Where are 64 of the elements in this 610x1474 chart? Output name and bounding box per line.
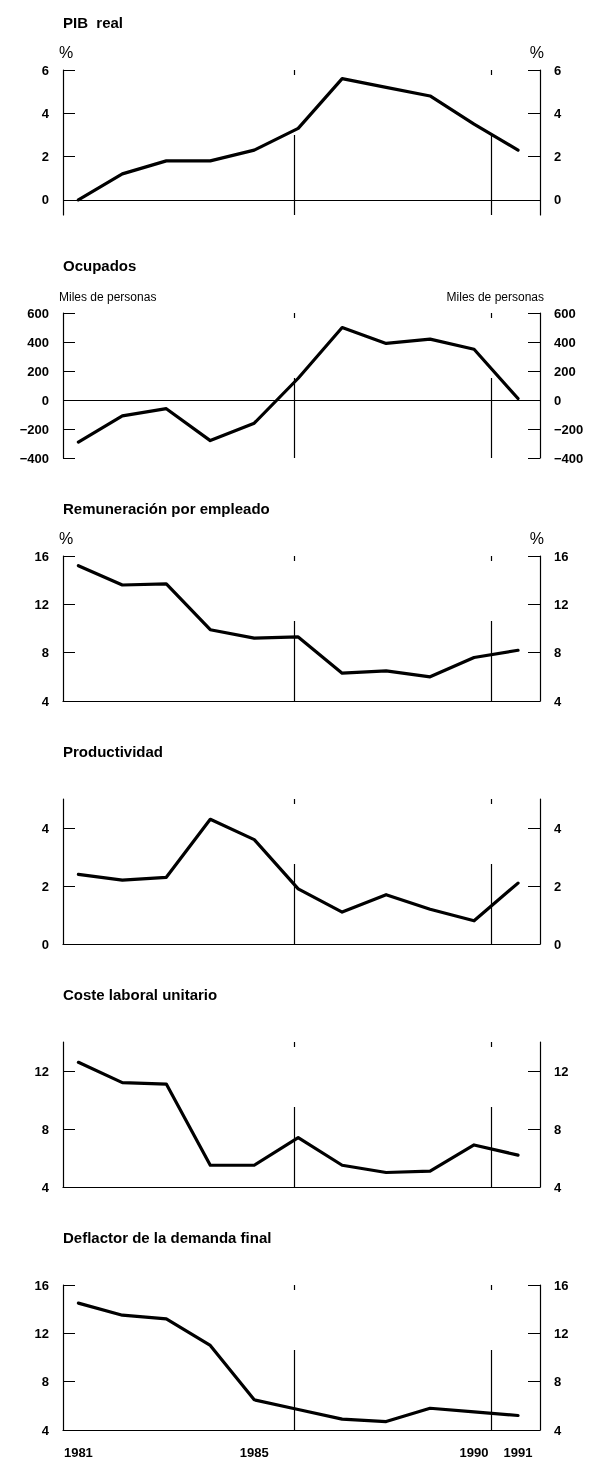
y2-tick-label: 4 xyxy=(554,1422,562,1438)
y-tick-label: 0 xyxy=(41,392,49,408)
y-tick-label: 4 xyxy=(41,820,50,836)
x-tick-label: 1990 xyxy=(459,1445,489,1460)
y2-tick-label: 0 xyxy=(554,936,562,952)
chart-title: Remuneración por empleado xyxy=(63,500,270,517)
chart-title: Productividad xyxy=(63,743,164,760)
y-tick-label: 200 xyxy=(27,363,49,379)
y2-tick-label: 2 xyxy=(554,149,562,165)
y2-axis-title: % xyxy=(529,43,544,61)
y-tick-label: 4 xyxy=(41,693,50,709)
y2-tick-label: 2 xyxy=(554,878,562,894)
chart-title: Deflactor de la demanda final xyxy=(63,1229,272,1246)
y-tick-label: 12 xyxy=(34,1063,49,1079)
y2-tick-label: 4 xyxy=(554,1179,562,1195)
y-tick-label: 4 xyxy=(41,105,50,121)
y-axis-title: Miles de personas xyxy=(59,290,157,304)
y2-tick-label: 8 xyxy=(554,1374,562,1390)
y-tick-label: 16 xyxy=(34,548,49,564)
y2-tick-label: 0 xyxy=(554,192,562,208)
y-tick-label: 12 xyxy=(34,1325,49,1341)
y-tick-label: −400 xyxy=(19,450,49,466)
y2-tick-label: 4 xyxy=(554,693,562,709)
y-tick-label: 16 xyxy=(34,1277,49,1293)
y-tick-label: 8 xyxy=(41,645,49,661)
y-tick-label: 2 xyxy=(41,878,49,894)
x-tick-label: 1981 xyxy=(63,1445,93,1460)
y-tick-label: 600 xyxy=(27,305,49,321)
y2-tick-label: 8 xyxy=(554,645,562,661)
y-tick-label: 0 xyxy=(41,936,49,952)
y2-tick-label: −400 xyxy=(554,450,584,466)
y-tick-label: −200 xyxy=(19,421,49,437)
y-tick-label: 8 xyxy=(41,1374,49,1390)
y2-tick-label: 0 xyxy=(554,392,562,408)
y2-tick-label: 12 xyxy=(554,596,569,612)
y-tick-label: 2 xyxy=(41,149,49,165)
y-tick-label: 0 xyxy=(41,192,49,208)
y2-tick-label: 12 xyxy=(554,1325,569,1341)
y-tick-label: 12 xyxy=(34,596,49,612)
y2-tick-label: 200 xyxy=(554,363,576,379)
y-axis-title: % xyxy=(59,43,74,61)
x-tick-label: 1991 xyxy=(503,1445,533,1460)
x-tick-label: 1985 xyxy=(239,1445,269,1460)
y-axis-title: % xyxy=(59,529,74,547)
y2-tick-label: 4 xyxy=(554,820,562,836)
y2-tick-label: 6 xyxy=(554,62,562,78)
chart-title: PIB real xyxy=(63,14,124,31)
y2-tick-label: 8 xyxy=(554,1121,562,1137)
chart-title: Coste laboral unitario xyxy=(63,986,218,1003)
y2-tick-label: 400 xyxy=(554,334,576,350)
y2-tick-label: 16 xyxy=(554,548,569,564)
y-tick-label: 400 xyxy=(27,334,49,350)
y-tick-label: 4 xyxy=(41,1422,50,1438)
y-tick-label: 4 xyxy=(41,1179,50,1195)
y2-tick-label: 600 xyxy=(554,305,576,321)
y2-tick-label: 12 xyxy=(554,1063,569,1079)
y2-axis-title: Miles de personas xyxy=(446,290,544,304)
y2-tick-label: 16 xyxy=(554,1277,569,1293)
chart-title: Ocupados xyxy=(63,257,137,274)
y2-axis-title: % xyxy=(529,529,544,547)
y-tick-label: 8 xyxy=(41,1121,49,1137)
y2-tick-label: −200 xyxy=(554,421,584,437)
y-tick-label: 6 xyxy=(41,62,49,78)
y2-tick-label: 4 xyxy=(554,105,562,121)
